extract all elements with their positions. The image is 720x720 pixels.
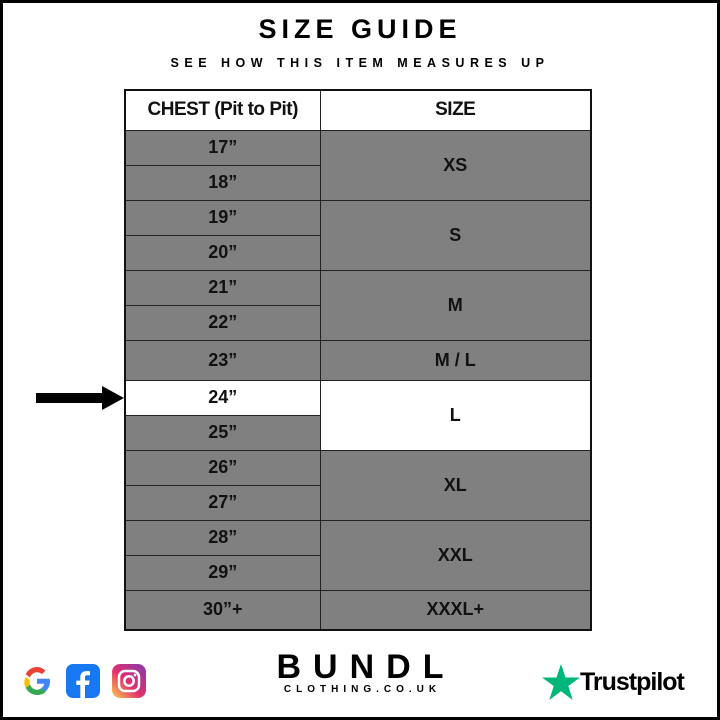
arrow-right-icon bbox=[36, 386, 124, 410]
table-row: 28” XXL bbox=[124, 519, 592, 591]
chest-cell: 18” bbox=[124, 164, 321, 201]
table-row-highlighted: 24” L bbox=[124, 379, 592, 451]
chest-cell: 30”+ bbox=[124, 589, 321, 631]
trustpilot-star-icon bbox=[542, 664, 580, 700]
table-row: 27” bbox=[124, 484, 591, 521]
table-row: 23” M / L bbox=[124, 339, 592, 381]
chest-cell: 27” bbox=[124, 484, 321, 521]
table-row: 25” bbox=[124, 414, 591, 451]
size-cell: XXL bbox=[319, 519, 592, 591]
table-header: CHEST (Pit to Pit) SIZE bbox=[124, 89, 592, 131]
size-cell-highlighted: L bbox=[319, 379, 592, 451]
chest-cell: 23” bbox=[124, 339, 321, 381]
table-row: 29” bbox=[124, 554, 591, 591]
trustpilot-logo[interactable]: Trustpilot bbox=[542, 664, 685, 700]
brand-name: BUNDL bbox=[276, 648, 456, 686]
col-chest: CHEST (Pit to Pit) bbox=[124, 89, 321, 131]
chest-cell: 26” bbox=[124, 449, 321, 486]
size-cell: XS bbox=[319, 129, 592, 201]
table-row: 26” XL bbox=[124, 449, 592, 521]
size-cell: XL bbox=[319, 449, 592, 521]
chest-cell: 21” bbox=[124, 269, 321, 306]
size-cell: S bbox=[319, 199, 592, 271]
chest-cell: 17” bbox=[124, 129, 321, 166]
chest-cell: 20” bbox=[124, 234, 321, 271]
brand-logo: BUNDL CLOTHING.CO.UK bbox=[0, 650, 720, 695]
page-subtitle: SEE HOW THIS ITEM MEASURES UP bbox=[170, 56, 550, 70]
chest-cell: 19” bbox=[124, 199, 321, 236]
table-row: 17” XS bbox=[124, 129, 592, 201]
facebook-icon[interactable] bbox=[66, 664, 100, 698]
chest-cell-highlighted: 24” bbox=[124, 379, 321, 416]
trustpilot-label: Trustpilot bbox=[580, 667, 685, 696]
chest-cell: 28” bbox=[124, 519, 321, 556]
col-size: SIZE bbox=[319, 89, 592, 131]
table-row: 21” M bbox=[124, 269, 592, 341]
size-cell: XXXL+ bbox=[319, 589, 592, 631]
table-row: 20” bbox=[124, 234, 591, 271]
page-title: SIZE GUIDE bbox=[258, 14, 462, 44]
chest-cell: 22” bbox=[124, 304, 321, 341]
chest-cell: 25” bbox=[124, 414, 321, 451]
size-cell: M bbox=[319, 269, 592, 341]
table-row: 30”+ XXXL+ bbox=[124, 589, 592, 631]
chest-cell: 29” bbox=[124, 554, 321, 591]
size-cell: M / L bbox=[319, 339, 592, 381]
size-table: CHEST (Pit to Pit) SIZE 17” XS 18” 19” S 20… bbox=[124, 89, 592, 631]
social-icons bbox=[20, 664, 146, 698]
table-row: 22” bbox=[124, 304, 591, 341]
brand-domain: CLOTHING.CO.UK bbox=[283, 684, 442, 695]
instagram-icon[interactable] bbox=[112, 664, 146, 698]
table-row: 19” S bbox=[124, 199, 592, 271]
google-icon[interactable] bbox=[20, 664, 54, 698]
